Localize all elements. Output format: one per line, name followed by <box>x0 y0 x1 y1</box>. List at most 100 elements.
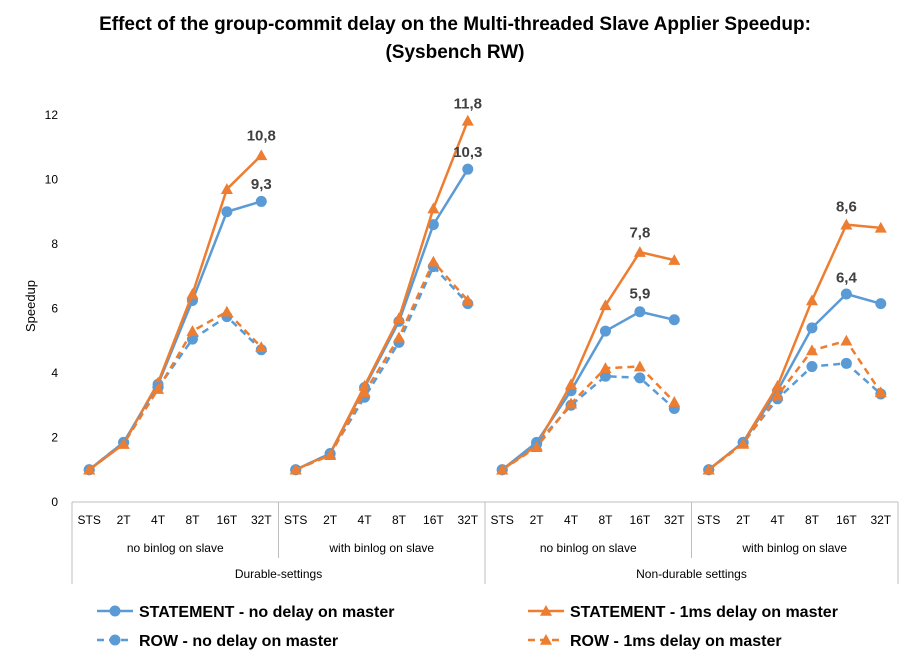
data-point <box>599 325 611 337</box>
x-tick-label: 8T <box>598 513 613 527</box>
data-point <box>771 379 784 391</box>
x-tick-label: 32T <box>457 513 478 527</box>
x-tick-label: STS <box>78 513 101 527</box>
data-point <box>109 605 121 617</box>
data-point <box>530 441 543 452</box>
legend-label: STATEMENT - 1ms delay on master <box>570 604 838 621</box>
subgroup-label: no binlog on slave <box>540 541 637 555</box>
data-point <box>805 344 818 356</box>
legend-item: STATEMENT - 1ms delay on master <box>528 604 838 621</box>
data-point <box>427 202 440 214</box>
subgroup-label: no binlog on slave <box>127 541 224 555</box>
data-point <box>840 334 853 346</box>
data-label: 9,3 <box>251 176 272 193</box>
x-tick-label: 2T <box>323 513 338 527</box>
data-point <box>461 114 474 126</box>
y-tick-label: 12 <box>45 108 59 122</box>
x-tick-label: 16T <box>836 513 857 527</box>
data-label: 11,8 <box>454 95 482 112</box>
x-tick-label: 8T <box>185 513 200 527</box>
series-line <box>88 154 263 471</box>
series-line <box>501 365 676 471</box>
chart-title-line1: Effect of the group-commit delay on the … <box>99 14 811 35</box>
chart-title-line2: (Sysbench RW) <box>385 42 524 63</box>
legend-item: ROW - no delay on master <box>97 633 338 650</box>
x-tick-label: STS <box>491 513 514 527</box>
series-group <box>83 163 887 476</box>
series-line <box>88 310 263 471</box>
x-tick-label: 16T <box>217 513 238 527</box>
data-label: 6,4 <box>836 270 858 287</box>
y-tick-label: 6 <box>51 302 58 316</box>
data-point <box>668 396 681 407</box>
data-point <box>633 360 646 372</box>
legend-label: ROW - 1ms delay on master <box>570 633 782 650</box>
data-point <box>540 605 552 616</box>
data-point <box>565 397 578 409</box>
group-label: Durable-settings <box>235 567 322 581</box>
legend-item: ROW - 1ms delay on master <box>528 633 782 650</box>
data-label: 8,6 <box>836 199 857 216</box>
legend-label: ROW - no delay on master <box>139 633 338 650</box>
data-point <box>565 378 578 390</box>
group-label: Non-durable settings <box>636 567 747 581</box>
data-point <box>633 246 646 257</box>
data-point <box>461 294 474 306</box>
series-group <box>83 261 887 476</box>
y-tick-label: 10 <box>45 173 59 187</box>
subgroup-label: with binlog on slave <box>741 541 847 555</box>
series-line <box>707 223 881 471</box>
data-point <box>117 437 130 449</box>
subgroup-label: with binlog on slave <box>328 541 434 555</box>
series-line <box>707 339 882 471</box>
data-point <box>874 386 887 398</box>
data-point <box>392 312 405 323</box>
data-point <box>875 298 887 310</box>
series-line <box>295 260 469 471</box>
x-tick-label: 2T <box>736 513 751 527</box>
y-axis-label: Speedup <box>23 280 38 332</box>
data-point <box>221 206 233 218</box>
data-point <box>840 288 852 300</box>
data-point <box>634 372 646 384</box>
data-point <box>874 221 887 233</box>
series-line <box>295 120 469 471</box>
legend-item: STATEMENT - no delay on master <box>97 604 394 621</box>
data-label: 5,9 <box>629 286 650 303</box>
data-point <box>540 634 552 645</box>
x-tick-label: 2T <box>530 513 545 527</box>
x-tick-label: 4T <box>564 513 579 527</box>
data-point <box>152 383 165 394</box>
x-tick-label: 32T <box>251 513 272 527</box>
data-label: 10,3 <box>453 144 482 161</box>
data-point <box>427 255 440 267</box>
data-point <box>83 463 96 475</box>
data-point <box>634 306 646 318</box>
x-tick-label: STS <box>697 513 720 527</box>
data-point <box>668 254 681 265</box>
series-line <box>501 250 675 471</box>
data-point <box>392 331 405 343</box>
series-line <box>501 374 676 471</box>
data-point <box>840 218 853 230</box>
data-point <box>255 195 267 207</box>
series-line <box>707 362 882 471</box>
series-line <box>295 265 469 471</box>
data-point <box>702 463 715 475</box>
data-point <box>771 389 784 401</box>
series-group <box>83 114 887 475</box>
data-label: 7,8 <box>629 224 650 241</box>
data-point <box>496 463 509 475</box>
data-point <box>324 449 337 461</box>
legend-label: STATEMENT - no delay on master <box>139 604 394 621</box>
x-tick-label: 2T <box>117 513 132 527</box>
data-point <box>599 299 612 311</box>
y-tick-label: 4 <box>51 366 58 380</box>
y-tick-label: 2 <box>51 431 58 445</box>
data-point <box>186 325 199 336</box>
x-tick-label: 4T <box>358 513 373 527</box>
data-point <box>255 341 268 352</box>
y-tick-label: 8 <box>51 237 58 251</box>
